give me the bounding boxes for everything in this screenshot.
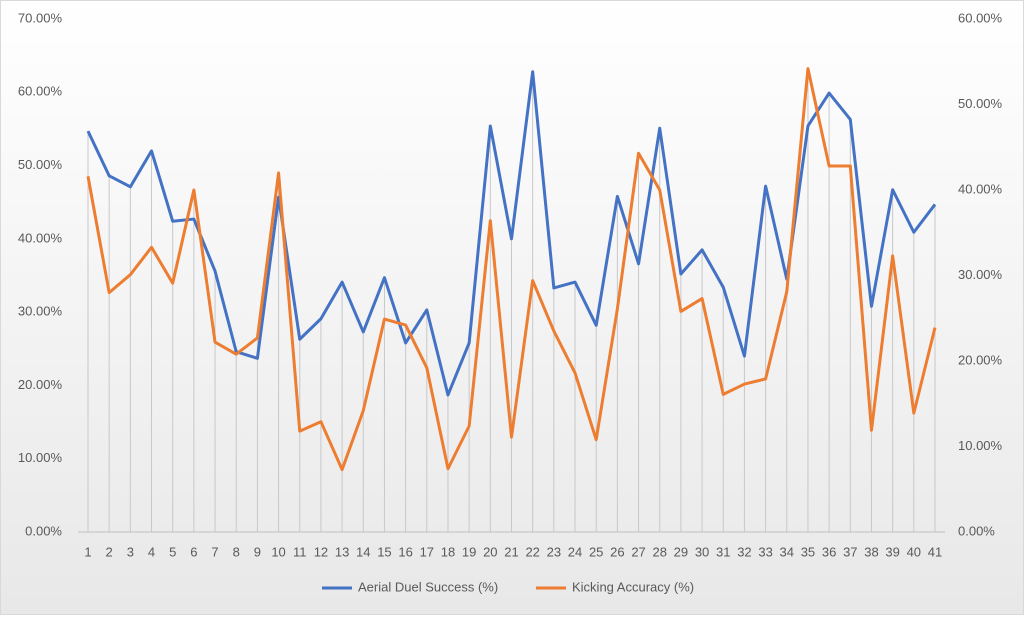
y2-tick-label: 20.00%	[958, 352, 1003, 367]
x-tick-label: 33	[758, 544, 772, 559]
x-tick-label: 22	[525, 544, 539, 559]
y2-tick-label: 10.00%	[958, 438, 1003, 453]
x-tick-label: 5	[169, 544, 176, 559]
x-tick-label: 28	[652, 544, 666, 559]
y-tick-label: 30.00%	[18, 304, 63, 319]
x-tick-label: 6	[190, 544, 197, 559]
y2-tick-label: 40.00%	[958, 181, 1003, 196]
x-tick-label: 25	[589, 544, 603, 559]
x-tick-label: 35	[801, 544, 815, 559]
x-tick-label: 10	[271, 544, 285, 559]
y2-tick-label: 60.00%	[958, 10, 1003, 25]
x-tick-label: 20	[483, 544, 497, 559]
y-tick-label: 40.00%	[18, 230, 63, 245]
x-tick-label: 18	[441, 544, 455, 559]
x-tick-label: 19	[462, 544, 476, 559]
x-tick-label: 23	[547, 544, 561, 559]
x-tick-label: 14	[356, 544, 370, 559]
y-tick-label: 70.00%	[18, 10, 63, 25]
x-tick-label: 24	[568, 544, 582, 559]
x-tick-label: 2	[106, 544, 113, 559]
series-line	[86, 67, 937, 472]
x-tick-label: 4	[148, 544, 155, 559]
y-tick-label: 10.00%	[18, 450, 63, 465]
x-tick-label: 8	[233, 544, 240, 559]
y-tick-label: 60.00%	[18, 84, 63, 99]
y-tick-label: 50.00%	[18, 157, 63, 172]
x-tick-label: 30	[695, 544, 709, 559]
x-tick-label: 31	[716, 544, 730, 559]
x-tick-label: 1	[84, 544, 91, 559]
x-tick-label: 21	[504, 544, 518, 559]
x-tick-label: 29	[674, 544, 688, 559]
x-tick-label: 39	[885, 544, 899, 559]
x-tick-label: 26	[610, 544, 624, 559]
y2-tick-label: 0.00%	[958, 523, 995, 538]
x-tick-label: 17	[420, 544, 434, 559]
x-tick-label: 13	[335, 544, 349, 559]
x-tick-label: 15	[377, 544, 391, 559]
legend-label: Aerial Duel Success (%)	[358, 579, 498, 594]
x-tick-label: 40	[907, 544, 921, 559]
legend-label: Kicking Accuracy (%)	[572, 579, 694, 594]
x-tick-label: 38	[864, 544, 878, 559]
y-tick-label: 20.00%	[18, 377, 63, 392]
x-tick-label: 7	[211, 544, 218, 559]
y-tick-label: 0.00%	[25, 523, 62, 538]
x-tick-label: 32	[737, 544, 751, 559]
x-tick-label: 11	[293, 544, 307, 559]
x-tick-label: 12	[314, 544, 328, 559]
x-tick-label: 37	[843, 544, 857, 559]
y2-tick-label: 30.00%	[958, 267, 1003, 282]
y2-tick-label: 50.00%	[958, 96, 1003, 111]
x-tick-label: 16	[398, 544, 412, 559]
x-tick-label: 34	[780, 544, 794, 559]
x-tick-label: 9	[254, 544, 261, 559]
x-tick-label: 36	[822, 544, 836, 559]
x-tick-label: 3	[127, 544, 134, 559]
x-tick-label: 41	[928, 544, 942, 559]
x-tick-label: 27	[631, 544, 645, 559]
